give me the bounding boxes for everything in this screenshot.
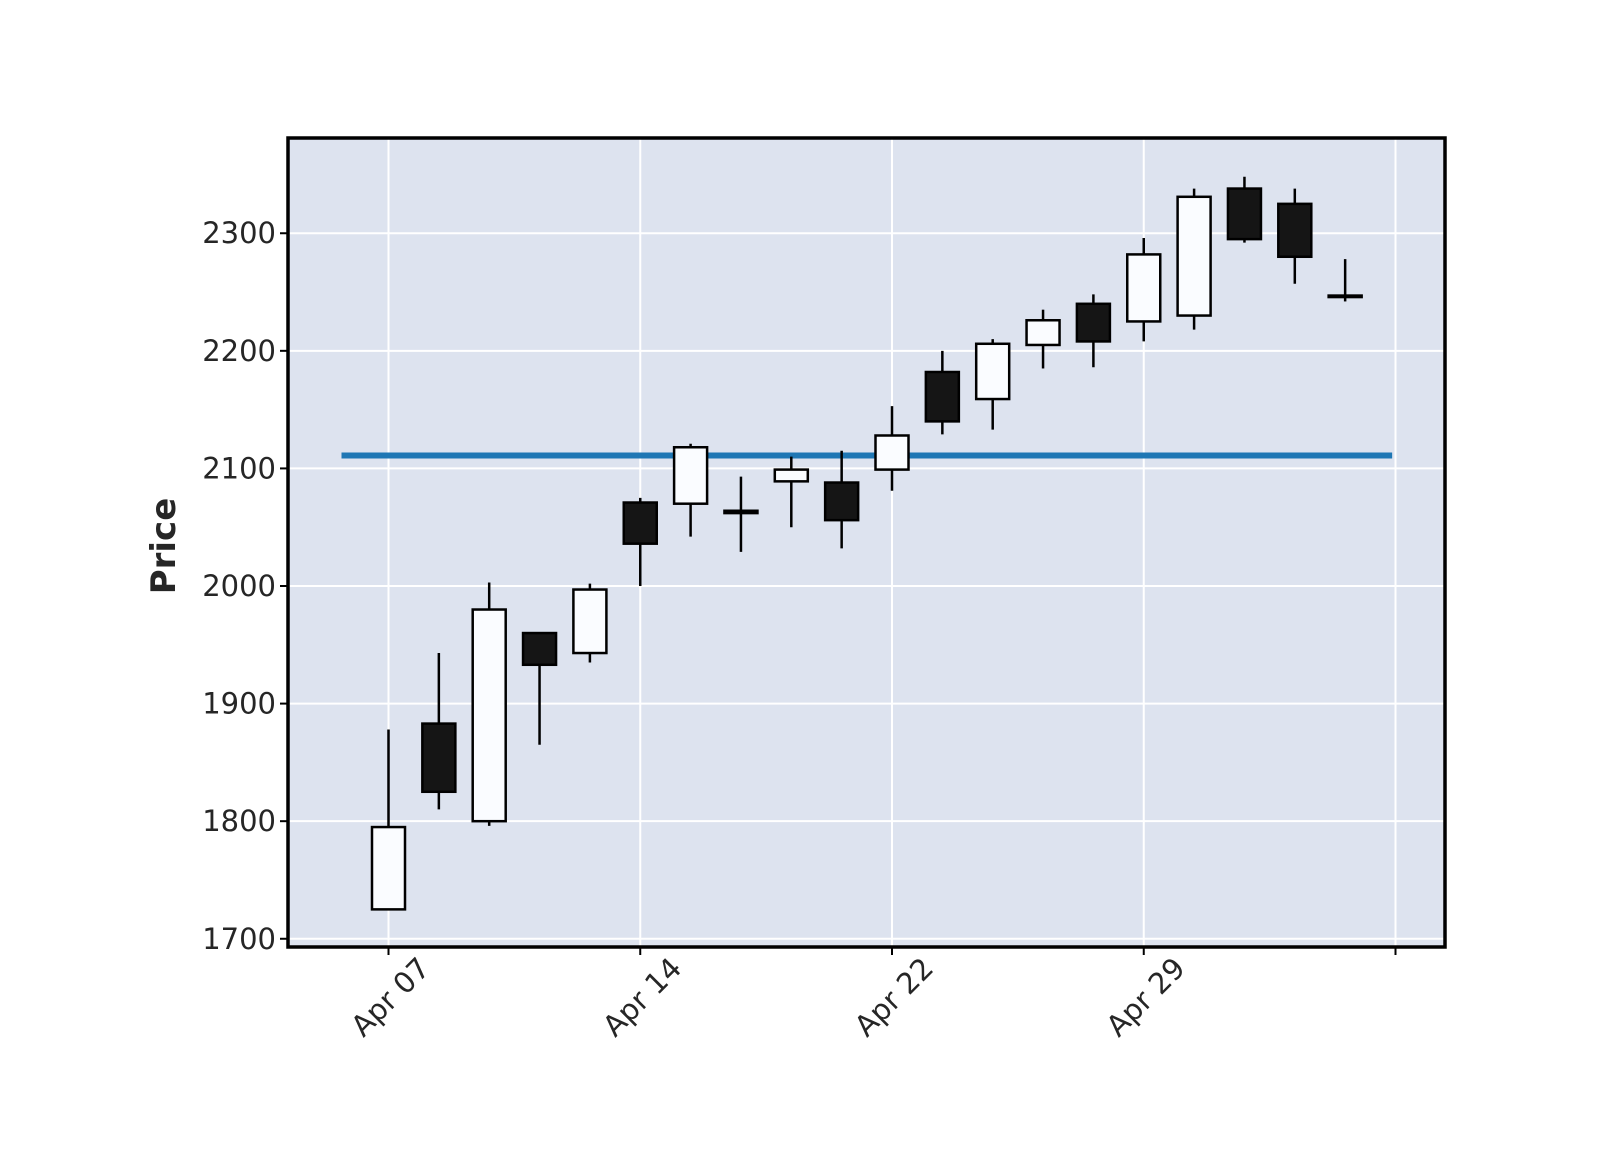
- candle-body-down: [1075, 302, 1112, 343]
- candle-body-up: [974, 342, 1011, 401]
- candle: [723, 476, 759, 552]
- candle: [773, 456, 810, 528]
- x-tick-label: Apr 29: [1100, 951, 1192, 1043]
- candle-body-up: [370, 825, 407, 911]
- candle: [622, 497, 658, 587]
- candle-body-down: [823, 481, 860, 522]
- candle-body-down: [1277, 202, 1313, 259]
- candles: [370, 176, 1363, 911]
- candle-body-up: [874, 434, 910, 471]
- candle: [1075, 294, 1112, 368]
- candle-body-up: [572, 588, 608, 655]
- candle-body-up: [1126, 253, 1162, 323]
- y-tick-label: 2200: [202, 334, 276, 368]
- x-tick-label: Apr 22: [848, 951, 940, 1043]
- candle: [1025, 309, 1061, 369]
- candle: [823, 450, 860, 549]
- candle-body-down: [622, 501, 658, 545]
- y-tick-label: 2000: [202, 569, 276, 603]
- y-tick-label: 2100: [202, 451, 276, 485]
- candle: [1176, 188, 1212, 330]
- candle: [874, 406, 910, 491]
- candle-body-up: [773, 468, 810, 483]
- candle: [421, 653, 457, 810]
- candle: [974, 339, 1011, 430]
- candle-body-up: [471, 608, 507, 823]
- candle: [572, 583, 608, 663]
- y-axis-ticks: 1700 1800 1900 2000 2100 2200 2300: [202, 216, 288, 956]
- candle-body-down: [1327, 294, 1363, 299]
- candle-body-down: [521, 631, 558, 667]
- plot-background: [288, 138, 1445, 947]
- candle-body-down: [1226, 187, 1263, 241]
- candle: [521, 631, 558, 745]
- candle: [1277, 188, 1313, 284]
- candle-body-down: [924, 370, 961, 423]
- candle: [672, 443, 709, 537]
- candle-body-up: [1176, 195, 1212, 317]
- y-tick-label: 2300: [202, 216, 276, 250]
- y-tick-label: 1700: [202, 922, 276, 956]
- candle: [1226, 176, 1263, 243]
- candle: [1126, 237, 1162, 342]
- candle: [1327, 259, 1363, 302]
- y-tick-label: 1800: [202, 804, 276, 838]
- candle-body-down: [723, 509, 759, 515]
- candle-body-up: [1025, 319, 1061, 347]
- x-axis-ticks: Apr 07 Apr 14 Apr 22 Apr 29: [344, 947, 1397, 1043]
- candle-body-down: [421, 722, 457, 794]
- y-tick-label: 1900: [202, 687, 276, 721]
- candle-body-up: [672, 446, 709, 505]
- y-axis-label: Price: [144, 498, 184, 595]
- candle: [370, 729, 407, 911]
- candle: [471, 582, 507, 826]
- x-tick-label: Apr 07: [344, 951, 436, 1043]
- plot-frame: [286, 136, 1447, 949]
- x-tick-label: Apr 14: [596, 951, 688, 1043]
- candle: [924, 350, 961, 435]
